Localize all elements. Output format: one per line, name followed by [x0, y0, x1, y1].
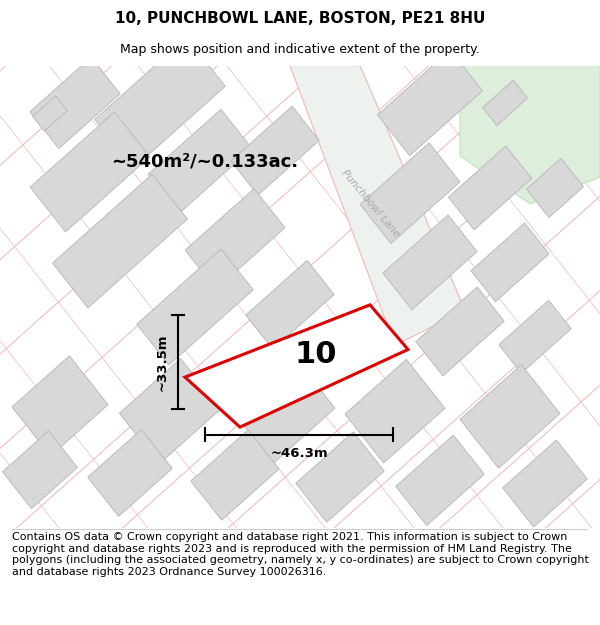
Polygon shape	[503, 440, 587, 527]
Polygon shape	[396, 435, 484, 526]
Polygon shape	[137, 249, 253, 365]
Polygon shape	[448, 146, 532, 230]
Polygon shape	[88, 429, 172, 516]
Polygon shape	[30, 112, 150, 232]
Text: Map shows position and indicative extent of the property.: Map shows position and indicative extent…	[120, 42, 480, 56]
Text: ~540m²/~0.133ac.: ~540m²/~0.133ac.	[112, 152, 299, 171]
Polygon shape	[471, 223, 549, 302]
Polygon shape	[460, 66, 600, 204]
Polygon shape	[290, 66, 465, 345]
Polygon shape	[296, 432, 384, 522]
Text: ~46.3m: ~46.3m	[270, 448, 328, 460]
Polygon shape	[12, 356, 108, 456]
Polygon shape	[53, 174, 187, 308]
Polygon shape	[377, 50, 482, 156]
Polygon shape	[185, 189, 285, 289]
Polygon shape	[383, 215, 477, 310]
Polygon shape	[191, 430, 279, 520]
Polygon shape	[95, 38, 225, 168]
Text: 10, PUNCHBOWL LANE, BOSTON, PE21 8HU: 10, PUNCHBOWL LANE, BOSTON, PE21 8HU	[115, 11, 485, 26]
Polygon shape	[33, 96, 67, 131]
Polygon shape	[482, 80, 527, 126]
Polygon shape	[416, 287, 504, 376]
Polygon shape	[460, 365, 560, 468]
Polygon shape	[30, 57, 120, 149]
Polygon shape	[148, 109, 252, 213]
Text: Contains OS data © Crown copyright and database right 2021. This information is : Contains OS data © Crown copyright and d…	[12, 532, 589, 577]
Polygon shape	[345, 359, 445, 463]
Polygon shape	[231, 106, 319, 195]
Polygon shape	[185, 305, 408, 427]
Polygon shape	[246, 261, 334, 349]
Polygon shape	[119, 359, 221, 464]
Polygon shape	[235, 359, 335, 463]
Text: Punchbowl Lane: Punchbowl Lane	[339, 168, 401, 239]
Polygon shape	[360, 143, 460, 244]
Polygon shape	[499, 300, 571, 373]
Polygon shape	[527, 158, 583, 218]
Polygon shape	[2, 431, 77, 509]
Text: ~33.5m: ~33.5m	[155, 334, 169, 391]
Text: 10: 10	[295, 339, 337, 369]
